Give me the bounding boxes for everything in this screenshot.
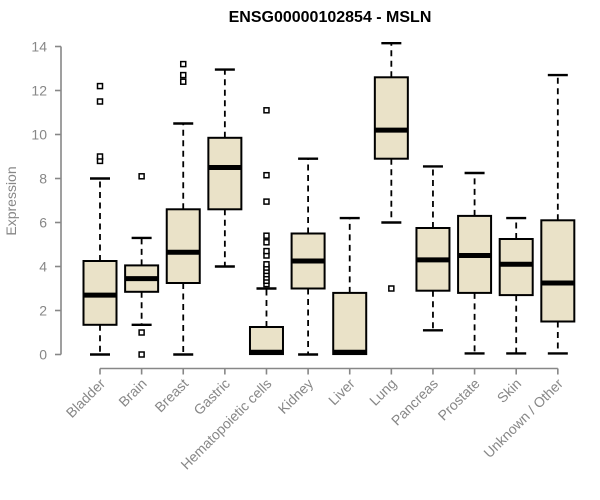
box-gastric	[207, 136, 243, 211]
y-tick-label: 10	[31, 127, 47, 143]
y-tick-label: 4	[39, 259, 47, 275]
x-tick-label-lung: Lung	[366, 375, 399, 408]
y-tick-label: 0	[39, 347, 47, 363]
x-tick-label-unknown-other: Unknown / Other	[480, 375, 566, 461]
outlier-point-hematopoietic-cells	[263, 171, 270, 179]
y-axis-label: Expression	[3, 166, 19, 235]
outlier-point-hematopoietic-cells	[263, 261, 270, 268]
outlier-point-hematopoietic-cells	[263, 107, 270, 114]
outlier-point-hematopoietic-cells	[263, 232, 270, 239]
box-unknown-other	[540, 219, 576, 323]
x-tick-label-skin: Skin	[494, 375, 525, 406]
outlier-point-breast	[179, 71, 187, 79]
outlier-point-hematopoietic-cells	[263, 239, 270, 246]
outlier-point-bladder	[96, 153, 104, 160]
outlier-point-brain	[138, 351, 145, 358]
y-tick-label: 6	[39, 215, 47, 231]
box-skin	[498, 238, 534, 297]
outlier-point-brain	[138, 173, 145, 180]
x-tick-label-prostate: Prostate	[435, 375, 483, 423]
outlier-point-hematopoietic-cells	[263, 247, 270, 255]
outlier-point-bladder	[96, 98, 104, 105]
box-lung	[373, 76, 409, 160]
y-tick-label: 8	[39, 171, 47, 187]
outlier-point-brain	[138, 329, 145, 336]
box-breast	[165, 208, 201, 284]
x-tick-label-breast: Breast	[151, 375, 191, 415]
x-tick-label-kidney: Kidney	[275, 375, 317, 417]
outlier-point-breast	[179, 60, 187, 68]
outlier-point-lung	[388, 285, 395, 292]
outlier-point-hematopoietic-cells	[263, 198, 270, 205]
y-tick-label: 14	[31, 39, 47, 55]
box-liver	[332, 291, 368, 356]
x-tick-label-brain: Brain	[115, 375, 149, 409]
chart-title: ENSG00000102854 - MSLN	[229, 9, 432, 26]
y-tick-label: 12	[31, 83, 47, 99]
x-tick-label-liver: Liver	[325, 375, 358, 408]
y-tick-label: 2	[39, 303, 47, 319]
outlier-point-bladder	[96, 82, 104, 90]
x-tick-label-bladder: Bladder	[63, 375, 109, 421]
outlier-point-breast	[179, 78, 187, 85]
